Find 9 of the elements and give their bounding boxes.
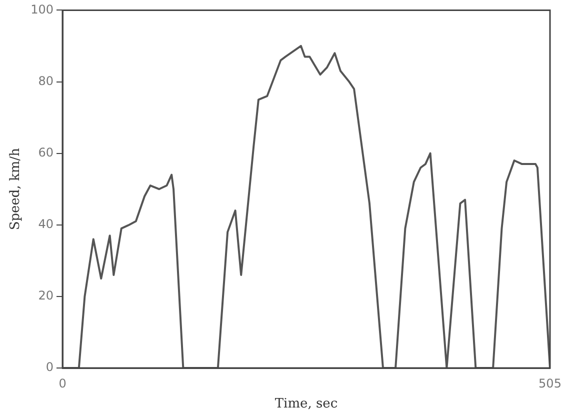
x-tick-label: 505	[538, 376, 562, 390]
x-axis-title: Time, sec	[274, 396, 338, 412]
y-axis-title: Speed, km/h	[8, 147, 24, 230]
y-tick-label: 60	[38, 145, 54, 160]
y-tick-label: 100	[30, 2, 54, 16]
y-tick-label: 20	[38, 288, 54, 303]
y-tick-label: 0	[46, 360, 54, 374]
y-tick-label: 40	[38, 217, 54, 232]
y-tick-label: 80	[38, 74, 54, 88]
